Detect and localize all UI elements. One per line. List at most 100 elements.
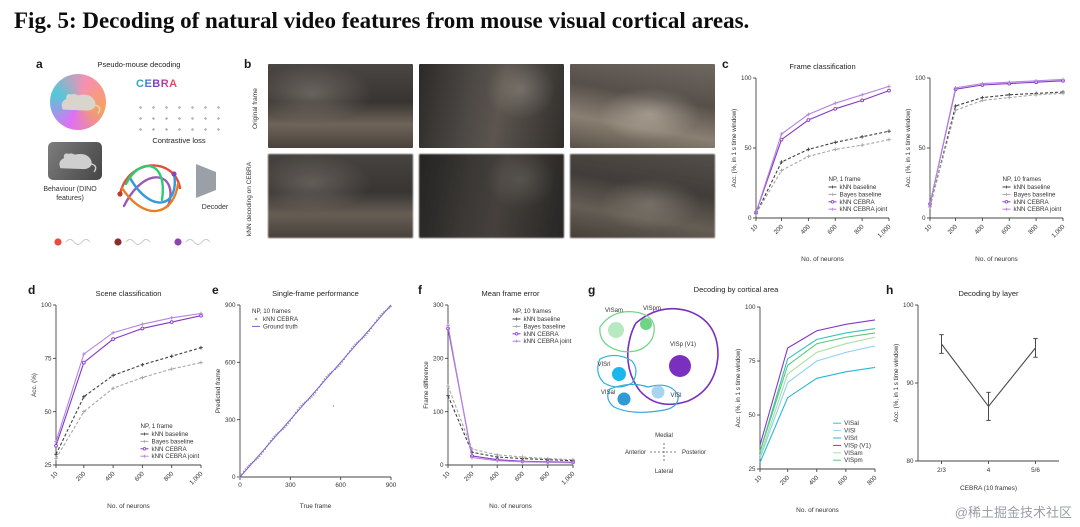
svg-text:800: 800 — [853, 223, 866, 236]
svg-text:VISpm: VISpm — [844, 457, 863, 464]
svg-text:Predicted frame: Predicted frame — [215, 368, 222, 413]
visam-area — [608, 322, 624, 338]
svg-text:Bayes baseline: Bayes baseline — [1014, 191, 1057, 198]
svg-text:400: 400 — [799, 223, 812, 236]
visrl-label: VISrl — [597, 362, 610, 368]
mouse-silhouette-icon — [59, 153, 97, 173]
svg-text:Acc. (%, in 1 s time window): Acc. (%, in 1 s time window) — [893, 344, 900, 423]
video-frame-decoded-1 — [268, 154, 413, 238]
svg-text:10: 10 — [754, 474, 764, 484]
svg-text:10: 10 — [50, 470, 60, 480]
chart-e: Single-frame performance 0 300 600 900 Predic… — [215, 289, 397, 510]
svg-text:100: 100 — [903, 302, 914, 309]
panel-b-label: b — [244, 57, 252, 71]
mouse-silhouette-icon — [61, 93, 101, 114]
svg-text:600: 600 — [335, 482, 346, 489]
figure-title: Fig. 5: Decoding of natural video featur… — [14, 8, 750, 33]
svg-text:CEBRA (10 frames): CEBRA (10 frames) — [960, 485, 1017, 492]
svg-text:400: 400 — [488, 470, 501, 483]
svg-text:1,000: 1,000 — [1050, 223, 1066, 239]
panel-f-label: f — [418, 283, 422, 297]
compass-anterior: Anterior — [625, 450, 646, 456]
svg-text:10: 10 — [750, 223, 760, 233]
panel-c-chart-10-frames: 0 50 100 Acc. (%, in 1 s time window) 10 200 4… — [902, 60, 1070, 269]
svg-text:300: 300 — [225, 417, 236, 424]
svg-text:1,000: 1,000 — [876, 223, 892, 239]
svg-text:600: 600 — [514, 470, 527, 483]
svg-text:50: 50 — [918, 145, 926, 152]
svg-text:kNN CEBRA: kNN CEBRA — [524, 331, 560, 338]
visrl-outline — [597, 354, 637, 388]
row-label-original-frame: Original frame — [252, 88, 259, 130]
svg-text:100: 100 — [915, 75, 926, 82]
svg-text:No. of neurons: No. of neurons — [107, 503, 150, 510]
svg-text:0: 0 — [922, 215, 926, 222]
svg-text:50: 50 — [744, 145, 752, 152]
svg-text:kNN baseline: kNN baseline — [524, 316, 561, 323]
decoder-icon — [196, 164, 216, 198]
svg-text:No. of neurons: No. of neurons — [975, 256, 1018, 263]
svg-text:Bayes baseline: Bayes baseline — [840, 191, 883, 198]
panel-g-label: g — [588, 283, 596, 297]
svg-text:800: 800 — [539, 470, 552, 483]
svg-text:kNN baseline: kNN baseline — [152, 431, 189, 438]
visal-label: VISal — [601, 390, 615, 396]
svg-text:900: 900 — [225, 302, 236, 309]
visp-outline — [626, 307, 719, 406]
svg-text:50: 50 — [44, 409, 52, 416]
visp-label: VISp (V1) — [670, 342, 696, 348]
visl-area — [651, 385, 665, 399]
svg-text:80: 80 — [906, 458, 914, 465]
panel-d-chart: Scene classification 25 50 75 100 Acc. (%) 10 2… — [28, 287, 208, 516]
cortical-area-map: VISam VISpm VISp (V1) VISrl VISal VISl M… — [597, 306, 719, 475]
pseudo-mouse-image — [50, 74, 106, 130]
svg-text:VISl: VISl — [844, 428, 855, 435]
svg-text:2/3: 2/3 — [937, 467, 946, 474]
chart-f: Mean frame error 0 100 200 300 Frame differen… — [423, 289, 577, 510]
svg-text:kNN baseline: kNN baseline — [1014, 184, 1051, 191]
svg-text:Bayes baseline: Bayes baseline — [524, 323, 567, 330]
svg-text:300: 300 — [285, 482, 296, 489]
svg-text:1,000: 1,000 — [188, 470, 204, 486]
behaviour-mouse-image — [48, 142, 102, 180]
svg-text:VISrl: VISrl — [844, 435, 857, 442]
panel-e-label: e — [212, 283, 219, 297]
svg-text:kNN CEBRA joint: kNN CEBRA joint — [524, 338, 572, 345]
decoder-label: Decoder — [201, 204, 229, 211]
svg-text:100: 100 — [741, 75, 752, 82]
video-frame-original-1 — [268, 64, 413, 148]
svg-text:0: 0 — [238, 482, 242, 489]
svg-text:200: 200 — [773, 223, 786, 236]
visam-label: VISam — [605, 308, 623, 314]
svg-text:200: 200 — [947, 223, 960, 236]
panel-g-heading: Decoding by cortical area — [693, 285, 779, 294]
compass-posterior: Posterior — [682, 450, 706, 456]
svg-text:VISal: VISal — [844, 420, 859, 427]
visal-area — [617, 392, 631, 406]
chart-c1: Frame classification 0 50 100 Acc. (%, in 1 … — [731, 62, 893, 263]
panel-h-chart: Decoding by layer 80 90 100 Acc. (%, in 1 s … — [890, 287, 1066, 498]
svg-text:Acc. (%, in 1 s time window): Acc. (%, in 1 s time window) — [735, 349, 742, 428]
svg-text:NP, 1 frame: NP, 1 frame — [829, 176, 862, 183]
svg-text:NP, 10 frames: NP, 10 frames — [1003, 176, 1042, 183]
chart-d: Scene classification 25 50 75 100 Acc. (%) 10 2… — [31, 289, 205, 510]
svg-text:200: 200 — [433, 356, 444, 363]
panel-a-title: Pseudo-mouse decoding — [97, 60, 181, 69]
svg-text:kNN CEBRA: kNN CEBRA — [152, 446, 188, 453]
svg-text:600: 600 — [225, 360, 236, 367]
video-frame-original-2 — [419, 64, 564, 148]
video-frame-decoded-2 — [419, 154, 564, 238]
contrastive-loss-label: Contrastive loss — [152, 136, 206, 145]
panel-c-label: c — [722, 57, 729, 71]
video-frame-original-3 — [570, 64, 715, 148]
visl-label: VISl — [670, 393, 681, 399]
svg-text:Acc. (%, in 1 s time window): Acc. (%, in 1 s time window) — [731, 109, 738, 188]
svg-text:Ground truth: Ground truth — [263, 323, 298, 330]
row-label-knn-decoding: kNN decoding on CEBRA — [246, 161, 253, 237]
svg-text:25: 25 — [44, 462, 52, 469]
panel-a: Pseudo-mouse decoding CEBRA Contrastive … — [36, 58, 240, 270]
svg-text:Acc. (%): Acc. (%) — [31, 373, 38, 397]
svg-text:25: 25 — [748, 466, 756, 473]
panel-g: Decoding by cortical area VISam VISpm VI… — [586, 285, 886, 525]
